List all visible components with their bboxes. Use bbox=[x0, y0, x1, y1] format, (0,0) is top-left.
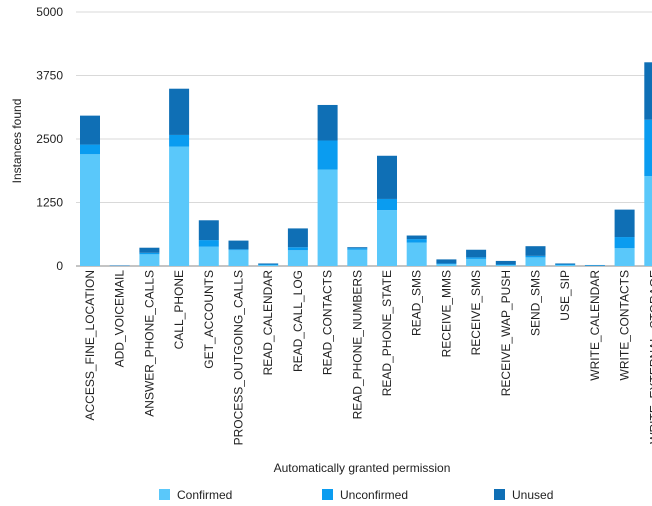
x-tick-label: PROCESS_OUTGOING_CALLS bbox=[232, 270, 246, 445]
bar-segment-unused bbox=[258, 263, 279, 265]
bar-segment-unused bbox=[228, 240, 249, 250]
grid-lines bbox=[76, 11, 652, 267]
bar-segment-unused bbox=[139, 247, 160, 253]
bar-segment-unused bbox=[644, 62, 652, 120]
bar-segment-unconfirmed bbox=[406, 239, 427, 243]
bar-segment-confirmed bbox=[436, 263, 457, 266]
bar-segment-unused bbox=[495, 260, 516, 265]
bar-segment-confirmed bbox=[406, 242, 427, 266]
y-tick-label: 2500 bbox=[36, 132, 63, 146]
legend-swatch bbox=[494, 489, 505, 500]
legend-label: Unconfirmed bbox=[340, 488, 408, 502]
bar-segment-unconfirmed bbox=[317, 140, 338, 170]
y-tick-label: 5000 bbox=[36, 5, 63, 19]
bar-segment-unconfirmed bbox=[525, 255, 546, 258]
bar-segment-unused bbox=[80, 115, 100, 145]
bar-segment-confirmed bbox=[80, 154, 100, 266]
x-tick-label: CALL_PHONE bbox=[172, 270, 186, 349]
bar-segment-confirmed bbox=[287, 250, 308, 266]
bar-segment-unused bbox=[584, 264, 605, 266]
x-tick-label: RECEIVE_SMS bbox=[469, 270, 483, 355]
bar-segment-unconfirmed bbox=[169, 134, 190, 147]
y-axis-ticks: 0 1250 2500 3750 5000 bbox=[36, 5, 63, 273]
bar-segment-unconfirmed bbox=[466, 257, 487, 259]
bar-segment-confirmed bbox=[525, 257, 546, 266]
bar-segment-unconfirmed bbox=[436, 263, 457, 264]
legend-label: Unused bbox=[512, 488, 553, 502]
x-tick-label: READ_SMS bbox=[410, 270, 424, 336]
x-tick-label: WRITE_CONTACTS bbox=[618, 270, 632, 380]
bar-segment-unused bbox=[466, 249, 487, 258]
bar-segment-confirmed bbox=[466, 258, 487, 266]
x-tick-label: RECEIVE_MMS bbox=[439, 270, 453, 357]
bar-segment-confirmed bbox=[258, 264, 279, 266]
bar-segment-confirmed bbox=[169, 146, 190, 266]
x-tick-label: ADD_VOICEMAIL bbox=[113, 270, 127, 368]
x-tick-label: GET_ACCOUNTS bbox=[202, 270, 216, 369]
x-tick-label: READ_PHONE_NUMBERS bbox=[350, 270, 364, 419]
x-tick-label: READ_PHONE_STATE bbox=[380, 270, 394, 396]
bar-segment-unused bbox=[317, 104, 338, 141]
bar-segment-unconfirmed bbox=[614, 237, 635, 249]
bar-segment-unused bbox=[525, 246, 546, 256]
x-tick-label: SEND_SMS bbox=[529, 270, 543, 336]
bar-segment-unconfirmed bbox=[80, 144, 100, 155]
bar-segment-confirmed bbox=[644, 176, 652, 266]
bar-segment-unused bbox=[406, 235, 427, 240]
y-tick-label: 1250 bbox=[36, 196, 63, 210]
x-tick-label: WRITE_EXTERNAL_STORAGE bbox=[647, 270, 652, 444]
bar-segment-confirmed bbox=[495, 264, 516, 266]
x-tick-label: WRITE_CALENDAR bbox=[588, 270, 602, 381]
bar-segment-unconfirmed bbox=[258, 264, 279, 265]
x-tick-label: READ_CALL_LOG bbox=[291, 270, 305, 372]
legend: Confirmed Unconfirmed Unused bbox=[159, 488, 553, 502]
bar-segment-unconfirmed bbox=[644, 119, 652, 177]
y-axis-label: Instances found bbox=[10, 99, 24, 184]
bar-segment-unused bbox=[109, 265, 130, 266]
y-tick-label: 3750 bbox=[36, 69, 63, 83]
bar-segment-unused bbox=[347, 247, 368, 249]
x-axis-ticks: ACCESS_FINE_LOCATION ADD_VOICEMAIL ANSWER_… bbox=[83, 270, 652, 446]
bar-segment-unconfirmed bbox=[495, 264, 516, 265]
bar-segment-unused bbox=[555, 263, 576, 265]
bar-segment-unused bbox=[436, 259, 457, 264]
bar-segment-unconfirmed bbox=[347, 248, 368, 250]
bar-segment-unused bbox=[614, 209, 635, 238]
legend-label: Confirmed bbox=[177, 488, 232, 502]
x-tick-label: ACCESS_FINE_LOCATION bbox=[83, 270, 97, 420]
legend-swatch bbox=[322, 489, 333, 500]
bar-segment-unconfirmed bbox=[228, 249, 249, 251]
bar-segment-confirmed bbox=[228, 250, 249, 266]
bar-segment-confirmed bbox=[614, 248, 635, 266]
bar-segment-unused bbox=[169, 88, 190, 135]
bar-segment-unconfirmed bbox=[198, 240, 219, 247]
bar-segment-confirmed bbox=[584, 265, 605, 266]
y-tick-label: 0 bbox=[56, 259, 63, 273]
bar-segment-confirmed bbox=[139, 254, 160, 266]
bar-segment-unused bbox=[198, 220, 219, 241]
bar-segment-unconfirmed bbox=[139, 252, 160, 255]
legend-swatch bbox=[159, 489, 170, 500]
bar-segment-confirmed bbox=[317, 169, 338, 266]
bar-segment-confirmed bbox=[555, 264, 576, 266]
bar-segment-unconfirmed bbox=[555, 264, 576, 265]
bar-segment-unused bbox=[377, 155, 397, 199]
x-axis-label: Automatically granted permission bbox=[274, 461, 451, 475]
bar-segment-unconfirmed bbox=[377, 198, 397, 211]
x-tick-label: RECEIVE_WAP_PUSH bbox=[499, 270, 513, 396]
bar-segment-confirmed bbox=[347, 249, 368, 266]
bar-segment-confirmed bbox=[377, 210, 397, 266]
bar-segment-unused bbox=[287, 228, 308, 248]
bar-segment-unconfirmed bbox=[287, 247, 308, 251]
x-tick-label: READ_CONTACTS bbox=[321, 270, 335, 375]
x-tick-label: USE_SIP bbox=[558, 270, 572, 321]
bars bbox=[80, 62, 652, 266]
x-tick-label: ANSWER_PHONE_CALLS bbox=[142, 270, 156, 417]
x-tick-label: READ_CALENDAR bbox=[261, 270, 275, 376]
bar-segment-confirmed bbox=[198, 246, 219, 266]
